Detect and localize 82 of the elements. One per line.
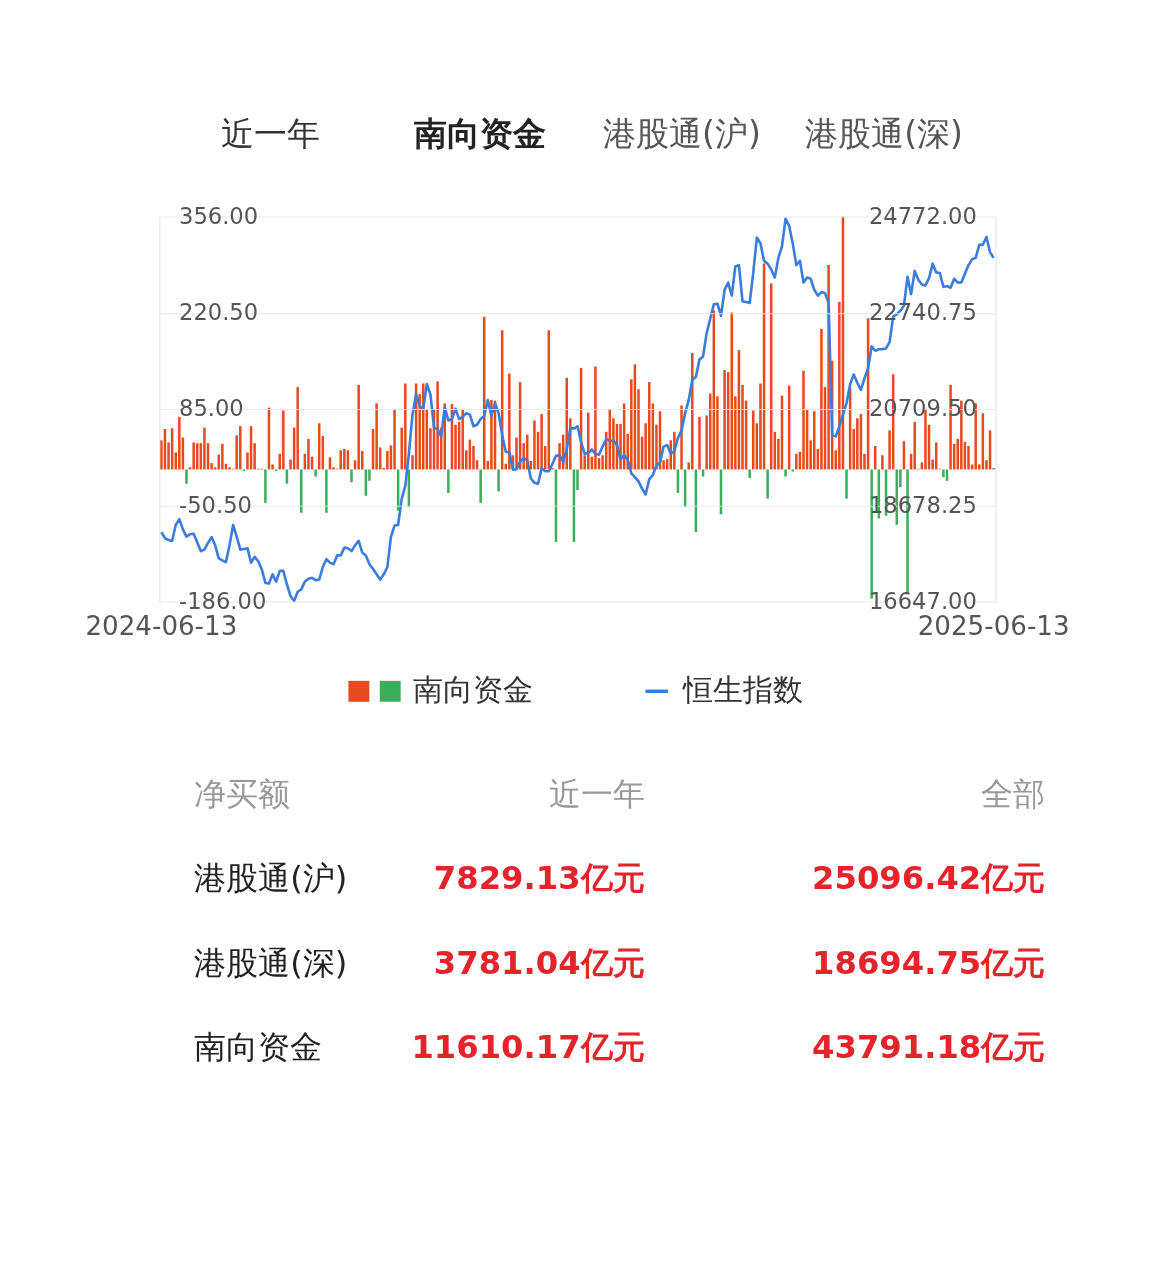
- bar: [350, 469, 353, 483]
- bar: [508, 373, 511, 470]
- y-tick-label: 85.00: [179, 395, 244, 422]
- bar: [856, 418, 859, 470]
- text: 港股通(深): [805, 114, 964, 154]
- bar: [447, 469, 450, 493]
- bar: [221, 443, 224, 470]
- bar: [296, 387, 299, 470]
- bar: [343, 448, 346, 470]
- bar: [357, 384, 360, 470]
- text: 港股通(沪): [603, 114, 761, 154]
- bar: [752, 410, 755, 470]
- bar: [192, 442, 195, 470]
- bar: [784, 469, 787, 477]
- bar: [239, 426, 242, 470]
- y-tick-label: 356.00: [179, 202, 259, 229]
- text: 11610.17亿元: [411, 1028, 645, 1067]
- bar: [730, 312, 734, 470]
- bar: [845, 469, 848, 499]
- y2-tick-label: 16647.00: [868, 587, 977, 614]
- bar: [820, 328, 823, 470]
- text: 全部: [981, 774, 1046, 813]
- bar: [436, 381, 439, 470]
- text: 3781.04亿元: [433, 943, 645, 982]
- bar: [913, 421, 916, 470]
- bar: [195, 443, 199, 470]
- bar: [974, 403, 977, 470]
- x-tick-label: 2025-06-13: [917, 611, 1070, 642]
- bar: [791, 469, 794, 472]
- text: 近一年: [548, 774, 645, 813]
- bar: [691, 352, 694, 470]
- text: 43791.18亿元: [812, 1028, 1046, 1067]
- bar: [587, 412, 590, 470]
- text: 18694.75亿元: [812, 943, 1046, 982]
- bar: [300, 469, 303, 513]
- bar: [404, 383, 407, 470]
- text: 港股通(深): [194, 943, 348, 982]
- text: 25096.42亿元: [812, 859, 1046, 898]
- bar: [228, 467, 231, 470]
- text: 港股通(沪): [194, 859, 348, 898]
- bar: [393, 409, 396, 470]
- bar: [802, 370, 805, 470]
- bar: [325, 469, 328, 513]
- bar: [795, 453, 798, 470]
- bar: [497, 469, 500, 492]
- bar: [766, 469, 769, 499]
- bar: [339, 450, 342, 470]
- bar: [264, 469, 267, 503]
- bar: [533, 420, 536, 470]
- text: 净买额: [194, 774, 291, 813]
- bar: [881, 455, 884, 470]
- bar: [647, 382, 651, 470]
- bar: [479, 469, 482, 503]
- bar: [967, 446, 970, 470]
- legend-label: 南向资金: [412, 673, 533, 708]
- bar: [748, 469, 751, 478]
- text: 近一年: [221, 114, 321, 154]
- bar: [540, 414, 543, 470]
- bar: [873, 446, 877, 470]
- y2-tick-label: 24772.00: [868, 202, 977, 229]
- x-tick-label: 2024-06-13: [85, 611, 238, 642]
- legend-label: 恒生指数: [681, 673, 803, 708]
- bar: [942, 469, 945, 478]
- text: 南向资金: [194, 1028, 323, 1067]
- text: 南向资金: [413, 114, 546, 154]
- y-tick-label: -50.50: [179, 491, 252, 518]
- bar: [461, 409, 464, 470]
- bar: [813, 411, 816, 470]
- bar: [375, 403, 378, 470]
- bar: [314, 469, 317, 477]
- y-tick-label: -186.00: [179, 587, 267, 614]
- bar: [307, 438, 310, 470]
- bar: [185, 469, 188, 484]
- bar: [594, 366, 597, 470]
- bar: [203, 427, 206, 470]
- bar: [723, 370, 726, 470]
- bar: [178, 416, 181, 470]
- bar: [870, 469, 873, 599]
- y-tick-label: 220.50: [179, 299, 259, 326]
- bar: [282, 410, 285, 470]
- bar: [698, 416, 701, 470]
- text: 7829.13亿元: [433, 859, 645, 898]
